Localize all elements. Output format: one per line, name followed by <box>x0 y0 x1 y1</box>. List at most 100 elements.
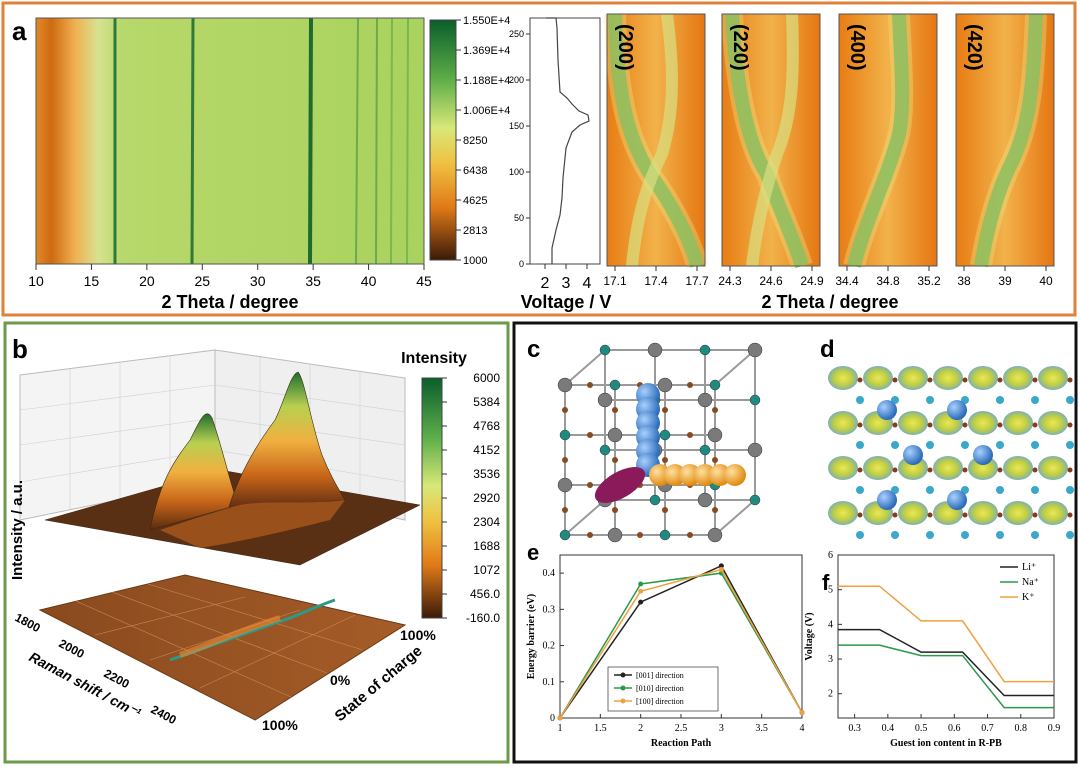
legend-marker <box>620 672 626 678</box>
voltage-x-tick-label: 2 <box>541 275 550 292</box>
main-heatmap-border <box>35 17 425 265</box>
main-heatmap-peak-4 <box>355 17 359 265</box>
zoom-peak-halo <box>721 13 813 270</box>
main-x-tick-label: 30 <box>250 273 266 289</box>
charge-blob <box>1038 411 1068 435</box>
charge-lobe <box>996 441 1004 449</box>
lattice-atom <box>699 444 711 456</box>
zoom-x-tick-label: 35.2 <box>917 274 941 288</box>
main-x-tick-label: 35 <box>305 273 321 289</box>
charge-lobe <box>961 441 969 449</box>
charge-blob <box>1038 501 1068 525</box>
surface-valley <box>160 500 345 548</box>
voltage-y-tick-label: 50 <box>514 213 524 223</box>
lattice-bond <box>564 499 606 536</box>
colorbar-b-tick-label: 2920 <box>473 491 500 505</box>
guest-ion <box>947 490 967 510</box>
charge-blob <box>968 366 998 390</box>
lattice-atom <box>697 392 713 408</box>
charge-atom <box>927 422 933 428</box>
colorbar-b-ticks: 6000 5384 4768 4152 3536 2920 2304 1688 1072 456.… <box>442 371 500 625</box>
lattice-small-atom <box>612 457 618 463</box>
lattice-small-atom <box>662 507 668 513</box>
charge-lobe <box>856 441 864 449</box>
zoom-x-tick-label: 24.6 <box>759 274 783 288</box>
charge-atom <box>857 377 863 383</box>
colorbar-a-tick-label: 8250 <box>463 135 487 147</box>
y-tick-label: 0.2 <box>543 641 556 652</box>
voltage-y-tick-label: 200 <box>509 75 524 85</box>
zoom-panels: (200) 17.1 17.4 17.7 (220) 24.3 24.6 24.9 (400) 3… <box>603 13 1055 288</box>
y-tick-label: 0 <box>550 713 555 724</box>
charge-lobe <box>1066 531 1074 539</box>
zoom-panel: (400) 34.4 34.8 35.2 <box>835 13 941 288</box>
legend-label: K⁺ <box>1022 592 1035 603</box>
zoom-panel-bg <box>839 14 937 266</box>
colorbar-a-ticks: 1.550E+4 1.369E+4 1.188E+4 1.006E+4 8250 6438… <box>456 15 510 267</box>
charge-blob <box>1038 456 1068 480</box>
x-tick-label: 0.4 <box>882 723 895 734</box>
soc-tick-label: 100% <box>262 717 298 733</box>
voltage-x-tick-label: 3 <box>562 275 571 292</box>
lattice-small-atom <box>687 432 693 438</box>
colorbar-a: 1.550E+4 1.369E+4 1.188E+4 1.006E+4 8250 6438… <box>429 15 510 267</box>
charge-lobe <box>926 486 934 494</box>
y-tick-label: 6 <box>828 550 833 561</box>
charge-atom <box>1067 467 1073 473</box>
charge-atom <box>892 377 898 383</box>
raman-tick-label: 2000 <box>57 636 87 661</box>
raman-tick-label: 1800 <box>13 610 43 635</box>
zoom-x-tick-label: 40 <box>1039 274 1053 288</box>
plot-area <box>559 554 803 719</box>
panel-f-letter: f <box>822 570 830 595</box>
charge-atom <box>962 467 968 473</box>
series-point <box>718 563 724 569</box>
lattice-atom <box>609 379 621 391</box>
floor-plane <box>38 574 407 721</box>
lattice-atom <box>747 442 763 458</box>
charge-atom <box>927 467 933 473</box>
charge-lobe <box>891 531 899 539</box>
migration-path-orange <box>724 464 746 486</box>
colorbar-a-tick-label: 4625 <box>463 195 487 207</box>
colorbar-b-tick-label: -160.0 <box>466 611 500 625</box>
colorbar-a-tick-label: 2813 <box>463 225 487 237</box>
lattice-small-atom <box>712 407 718 413</box>
x-tick-label: 1 <box>558 723 563 734</box>
charge-atom <box>962 377 968 383</box>
charge-lobe <box>996 396 1004 404</box>
charge-lobe <box>1031 486 1039 494</box>
lattice-atom <box>607 427 623 443</box>
charge-lobe <box>926 531 934 539</box>
colorbar-a-bar <box>429 19 457 261</box>
guest-ion <box>973 445 993 465</box>
charge-atom <box>1032 377 1038 383</box>
colorbar-a-tick-label: 1.188E+4 <box>463 75 510 87</box>
panel-e-letter: e <box>527 540 539 565</box>
charge-blob <box>1003 366 1033 390</box>
charge-atom <box>1032 467 1038 473</box>
charge-blob <box>933 456 963 480</box>
main-heatmap-bg <box>36 18 424 264</box>
x-tick-label: 4 <box>800 723 805 734</box>
charge-blob <box>1003 456 1033 480</box>
x-tick-label: 0.8 <box>1015 723 1028 734</box>
colorbar-a-tick-label: 6438 <box>463 165 487 177</box>
lattice-atom <box>659 529 671 541</box>
zoom-x-tick-label: 17.4 <box>644 274 668 288</box>
zoom-panel-label: (200) <box>614 24 636 71</box>
voltage-y-ticks: 250 200 150 100 50 0 <box>509 29 530 269</box>
zoom-x-tick-label: 39 <box>998 274 1012 288</box>
panel-a-frame <box>1 1 1077 317</box>
lattice-atom <box>559 529 571 541</box>
guest-ion <box>947 400 967 420</box>
lattice-small-atom <box>637 532 643 538</box>
x-tick-label: 2 <box>638 723 643 734</box>
x-tick-label: 3 <box>719 723 724 734</box>
charge-lobe <box>1066 441 1074 449</box>
guest-ion <box>877 400 897 420</box>
lattice-atom <box>697 492 713 508</box>
legend-marker <box>620 685 626 691</box>
charge-blob <box>1003 411 1033 435</box>
